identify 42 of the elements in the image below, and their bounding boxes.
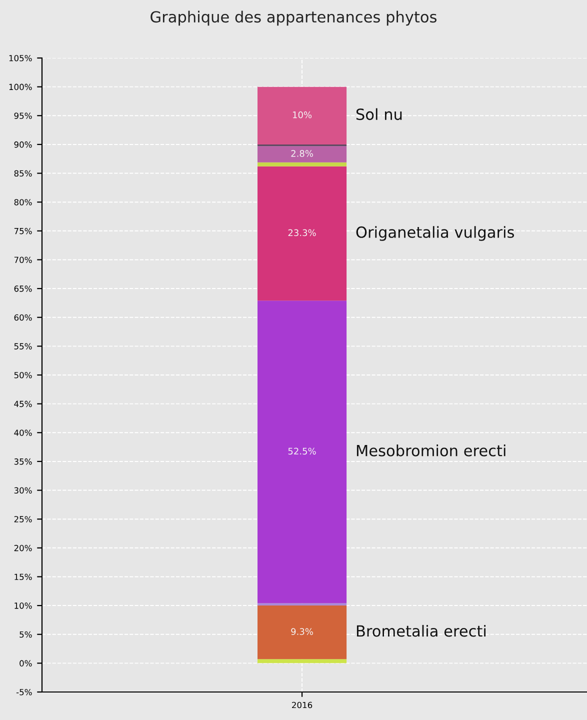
y-tick-label: 60% [14,314,32,321]
series-label: Sol nu [356,108,402,120]
y-tick-label: 55% [14,343,32,350]
y-tick-label: 35% [14,458,32,465]
bar [258,606,347,660]
y-tick-label: 80% [14,199,32,206]
y-tick-label: 85% [14,170,32,177]
y-tick-label: -5% [16,688,32,696]
y-tick-label: 70% [14,256,32,264]
y-tick-label: 10% [14,602,32,609]
y-tick-label: 15% [14,574,32,580]
series-label: Origanetalia vulgaris [356,226,514,241]
y-tick-label: 5% [20,631,32,638]
y-tick-label: 40% [14,430,32,436]
y-tick-label: 75% [14,228,32,234]
data-label: 52.5% [288,448,316,455]
data-label: 2.8% [291,150,313,157]
bar [258,146,347,162]
y-tick-label: 90% [14,141,32,148]
y-tick-label: 25% [14,516,32,522]
y-tick-label: 50% [14,372,32,378]
y-tick-label: 105% [9,54,32,62]
y-tick-label: 20% [14,544,32,552]
y-tick-label: 95% [14,112,32,119]
bar [258,603,347,606]
y-tick-label: 100% [9,84,32,90]
y-tick-label: 30% [14,487,32,494]
series-label: Brometalia erecti [356,624,486,637]
bar [258,162,347,166]
chart-title: Graphique des appartenances phytos [150,10,437,26]
x-tick-label: 2016 [292,702,312,708]
bar [258,86,347,144]
y-tick-label: 0% [20,660,32,666]
bar [258,166,347,301]
y-tick-label: 65% [14,286,32,292]
bar [258,300,347,604]
data-label: 23.3% [288,229,316,236]
series-label: Mesobromion erecti [356,444,506,456]
data-label: 10% [292,111,312,118]
data-label: 9.3% [291,628,313,635]
bar [258,659,347,664]
y-tick-label: 45% [14,400,32,408]
